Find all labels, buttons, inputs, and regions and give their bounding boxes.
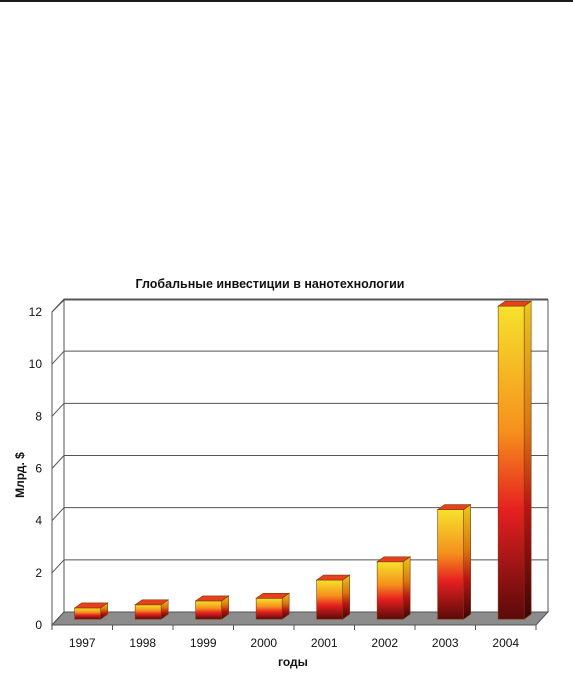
bar-2004 (497, 300, 533, 620)
bar-top (255, 592, 291, 599)
gridline-side (51, 350, 65, 365)
floor (50, 611, 550, 626)
bar-1999 (194, 595, 230, 620)
bar-front (437, 509, 464, 620)
y-tick-label: 6 (35, 462, 42, 476)
y-tick-label: 8 (35, 409, 42, 423)
bar-front (376, 561, 404, 620)
x-tick-label: 1998 (129, 636, 156, 650)
bar-2002 (376, 556, 412, 620)
gridline-side (51, 402, 65, 417)
bar-top (436, 504, 472, 510)
y-tick-label: 4 (35, 514, 42, 528)
y-tick-label: 12 (29, 305, 43, 319)
bar-2001 (315, 574, 351, 620)
gridline-side (51, 298, 65, 313)
bar-side (463, 504, 471, 620)
x-tick-label: 1999 (190, 636, 217, 650)
x-tick-label: 2004 (492, 636, 519, 650)
x-axis-label: годы (278, 655, 308, 669)
gridline-side (51, 559, 65, 574)
bar-top (194, 595, 230, 602)
bar-2003 (436, 504, 472, 620)
x-tick-label: 2001 (311, 636, 338, 650)
plot-area (50, 298, 550, 627)
bar-front (134, 604, 162, 620)
bar-front (497, 305, 525, 620)
gridlines (51, 298, 548, 574)
bar-top (73, 602, 109, 609)
x-tick-label: 2000 (250, 636, 277, 650)
bar-front (195, 600, 222, 620)
bar-top (315, 574, 351, 581)
bar-top (376, 556, 412, 563)
bar-front (74, 607, 101, 620)
bar-front (255, 597, 283, 620)
gridline-side (51, 507, 65, 522)
top-rule (0, 0, 573, 2)
x-tick-label: 1997 (69, 636, 96, 650)
x-axis-ticks: 1997 1998 1999 2000 2001 2002 2003 2004 (51, 625, 537, 650)
bar-side (402, 556, 411, 620)
gridline-side (51, 455, 65, 469)
bar-side (342, 574, 350, 620)
x-tick-label: 2003 (432, 636, 459, 650)
bar-2000 (255, 592, 291, 620)
bar-side (523, 300, 532, 620)
y-tick-label: 0 (35, 618, 42, 632)
bar-top (497, 300, 533, 307)
y-tick-label: 10 (29, 357, 43, 371)
bar-front (316, 579, 343, 620)
bar-top (134, 599, 170, 606)
bar-1997 (73, 602, 109, 620)
y-tick-label: 2 (35, 566, 42, 580)
bar-1998 (134, 599, 170, 620)
y-axis-label: Млрд. $ (13, 452, 27, 498)
bars (73, 300, 533, 620)
y-axis-ticks: 0 2 4 6 8 10 12 (29, 305, 43, 632)
chart-title: Глобальные инвестиции в нанотехнологии (136, 277, 405, 291)
x-tick-label: 2002 (371, 636, 398, 650)
